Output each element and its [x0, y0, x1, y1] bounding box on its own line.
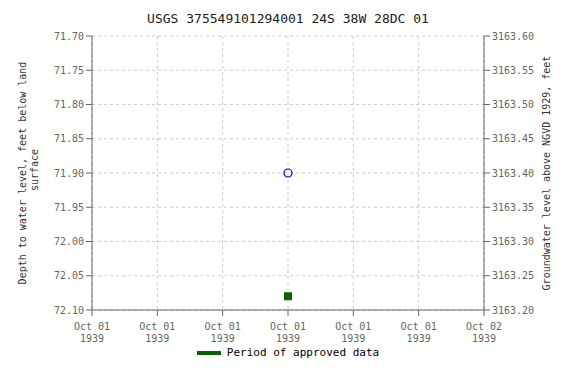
svg-text:3163.30: 3163.30 — [492, 236, 534, 247]
svg-text:Oct 011939: Oct 011939 — [74, 321, 110, 344]
svg-text:3163.50: 3163.50 — [492, 99, 534, 110]
svg-text:72.10: 72.10 — [54, 305, 84, 316]
svg-text:Oct 011939: Oct 011939 — [270, 321, 306, 344]
svg-text:3163.20: 3163.20 — [492, 305, 534, 316]
html-text:USGS 375549101294001 24S 38W 2: USGS 375549101294001 24S 38W 28DC 01 — [147, 11, 429, 26]
svg-text:71.85: 71.85 — [54, 133, 84, 144]
svg-text:3163.45: 3163.45 — [492, 133, 534, 144]
svg-text:71.95: 71.95 — [54, 202, 84, 213]
svg-text:Depth to water level, feet bel: Depth to water level, feet below land su… — [17, 62, 40, 285]
svg-text:Oct 021939: Oct 021939 — [466, 321, 502, 344]
svg-text:3163.55: 3163.55 — [492, 65, 534, 76]
svg-text:71.80: 71.80 — [54, 99, 84, 110]
svg-text:Oct 011939: Oct 011939 — [335, 321, 371, 344]
svg-text:3163.60: 3163.60 — [492, 31, 534, 42]
svg-text:Oct 011939: Oct 011939 — [139, 321, 175, 344]
svg-text:Groundwater level above NGVD 1: Groundwater level above NGVD 1929, feet — [541, 56, 552, 291]
svg-text:3163.35: 3163.35 — [492, 202, 534, 213]
svg-text:71.70: 71.70 — [54, 31, 84, 42]
svg-text:72.05: 72.05 — [54, 270, 84, 281]
svg-text:Oct 011939: Oct 011939 — [401, 321, 437, 344]
svg-text:Oct 011939: Oct 011939 — [205, 321, 241, 344]
svg-text:3163.25: 3163.25 — [492, 270, 534, 281]
svg-text:72.00: 72.00 — [54, 236, 84, 247]
html-text:Period of approved data: Period of approved data — [226, 346, 380, 359]
svg-text:71.75: 71.75 — [54, 65, 84, 76]
svg-text:3163.40: 3163.40 — [492, 168, 534, 179]
svg-text:71.90: 71.90 — [54, 168, 84, 179]
